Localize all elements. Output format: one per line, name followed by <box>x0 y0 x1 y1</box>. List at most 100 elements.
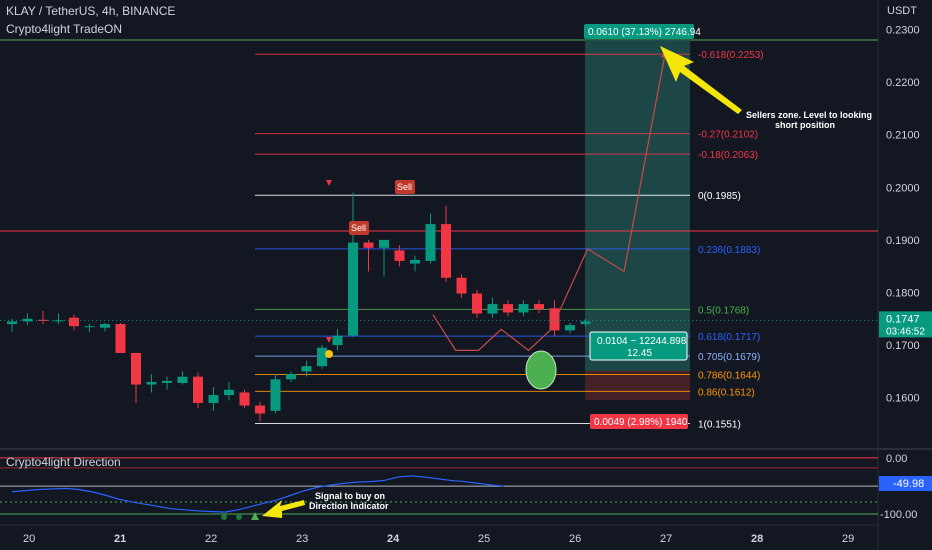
candle <box>239 392 250 406</box>
entry-label-line2: 12.45 <box>627 348 652 359</box>
candle <box>425 224 436 261</box>
target-label-box <box>584 24 694 39</box>
down-arrow-marker <box>326 337 332 343</box>
fib-label: 0.786(0.1644) <box>698 371 760 382</box>
price-tick: 0.1600 <box>886 393 920 405</box>
projection-path <box>432 54 666 352</box>
candle <box>503 304 513 313</box>
candle <box>69 317 79 327</box>
fib-label: 0.618(0.1717) <box>698 332 760 343</box>
time-label: 29 <box>842 533 854 545</box>
fib-label: 0.86(0.1612) <box>698 387 755 398</box>
candle <box>7 321 17 325</box>
candle <box>565 325 575 331</box>
fib-label: 1(0.1551) <box>698 419 741 430</box>
fib-label: 0.236(0.1883) <box>698 245 760 256</box>
candle <box>100 324 110 328</box>
price-tick: 0.1900 <box>886 235 920 247</box>
symbol-title[interactable]: KLAY / TetherUS, 4h, BINANCE <box>6 4 176 18</box>
direction-indicator-line <box>11 475 505 513</box>
buy-dot <box>236 514 242 520</box>
candle <box>472 293 482 314</box>
candle <box>146 381 157 385</box>
price-tick: 0.2300 <box>886 25 920 37</box>
candle <box>84 326 95 328</box>
time-label: 24 <box>387 533 400 545</box>
price-tick: 0.2100 <box>886 130 920 142</box>
buy-dot <box>221 514 227 520</box>
stop-label-box <box>590 414 688 429</box>
time-label: 21 <box>114 533 126 545</box>
price-tick: 0.2200 <box>886 77 920 89</box>
sell-tag-2 <box>395 180 415 194</box>
time-label: 28 <box>751 533 763 545</box>
osc-current-value: -49.98 <box>893 478 924 490</box>
candle <box>301 366 312 372</box>
candle <box>224 389 234 396</box>
candle <box>208 395 219 403</box>
candle <box>317 347 327 367</box>
direction-indicator-title[interactable]: Crypto4light Direction <box>6 455 121 469</box>
time-label: 23 <box>296 533 308 545</box>
price-countdown: 03:46:52 <box>886 326 925 337</box>
time-label: 20 <box>23 533 35 545</box>
buy-signal-text-1: Signal to buy on <box>315 491 385 501</box>
target-zone <box>585 40 690 371</box>
candle <box>363 242 374 248</box>
candle <box>177 376 188 383</box>
candle <box>270 379 281 411</box>
candle <box>580 321 591 325</box>
entry-label-line1: 0.0104 ~ 12244.898 <box>597 336 687 347</box>
candle <box>394 250 405 261</box>
fib-label: -0.618(0.2253) <box>698 50 764 61</box>
current-price-badge <box>879 311 932 338</box>
candle <box>534 304 544 310</box>
price-unit: USDT <box>887 5 917 17</box>
time-label: 26 <box>569 533 581 545</box>
fib-label: 0.705(0.1679) <box>698 352 760 363</box>
sellers-zone-text-2: short position <box>775 120 835 130</box>
price-tick: 0.1700 <box>886 340 920 352</box>
sellers-zone-arrow <box>660 46 742 114</box>
candle <box>193 376 203 403</box>
target-label: 0.0610 (37.13%) 2746.94 <box>588 27 701 38</box>
time-label: 27 <box>660 533 672 545</box>
fib-label: -0.18(0.2063) <box>698 150 758 161</box>
candle <box>53 320 64 322</box>
stop-label: 0.0049 (2.98%) 1940 <box>594 417 688 428</box>
entry-label-box <box>589 331 688 361</box>
buy-signal-arrow <box>262 500 305 518</box>
coin-marker <box>325 350 333 358</box>
candle <box>286 374 296 380</box>
candle <box>38 319 48 321</box>
entry-circle <box>525 350 557 390</box>
candle <box>255 405 265 414</box>
sell-tag-2-label: Sell <box>397 182 412 192</box>
buy-signal-marker <box>251 512 259 520</box>
osc-value-badge <box>879 476 932 491</box>
osc-tick: -100.00 <box>880 509 917 521</box>
candle <box>131 352 141 385</box>
candle <box>549 308 560 331</box>
time-label: 22 <box>205 533 217 545</box>
time-label: 25 <box>478 533 490 545</box>
current-price-value: 0.1747 <box>886 313 920 325</box>
buy-signal-text-2: Direction Indicator <box>309 501 389 511</box>
candle <box>348 242 358 336</box>
price-tick: 0.1800 <box>886 288 920 300</box>
candle <box>456 277 467 294</box>
candle <box>487 304 498 314</box>
candle <box>441 224 451 278</box>
fib-label: 0.5(0.1768) <box>698 305 749 316</box>
sell-tag-1 <box>349 221 369 235</box>
candle <box>518 304 529 313</box>
price-tick: 0.2000 <box>886 182 920 194</box>
fib-label: 0(0.1985) <box>698 191 741 202</box>
sell-tag-1-label: Sell <box>351 223 366 233</box>
sell-arrow-marker <box>326 180 332 186</box>
fib-label: -0.27(0.2102) <box>698 130 758 141</box>
indicator-title[interactable]: Crypto4light TradeON <box>6 22 123 36</box>
candle <box>410 259 420 264</box>
osc-tick: 0.00 <box>886 453 907 465</box>
